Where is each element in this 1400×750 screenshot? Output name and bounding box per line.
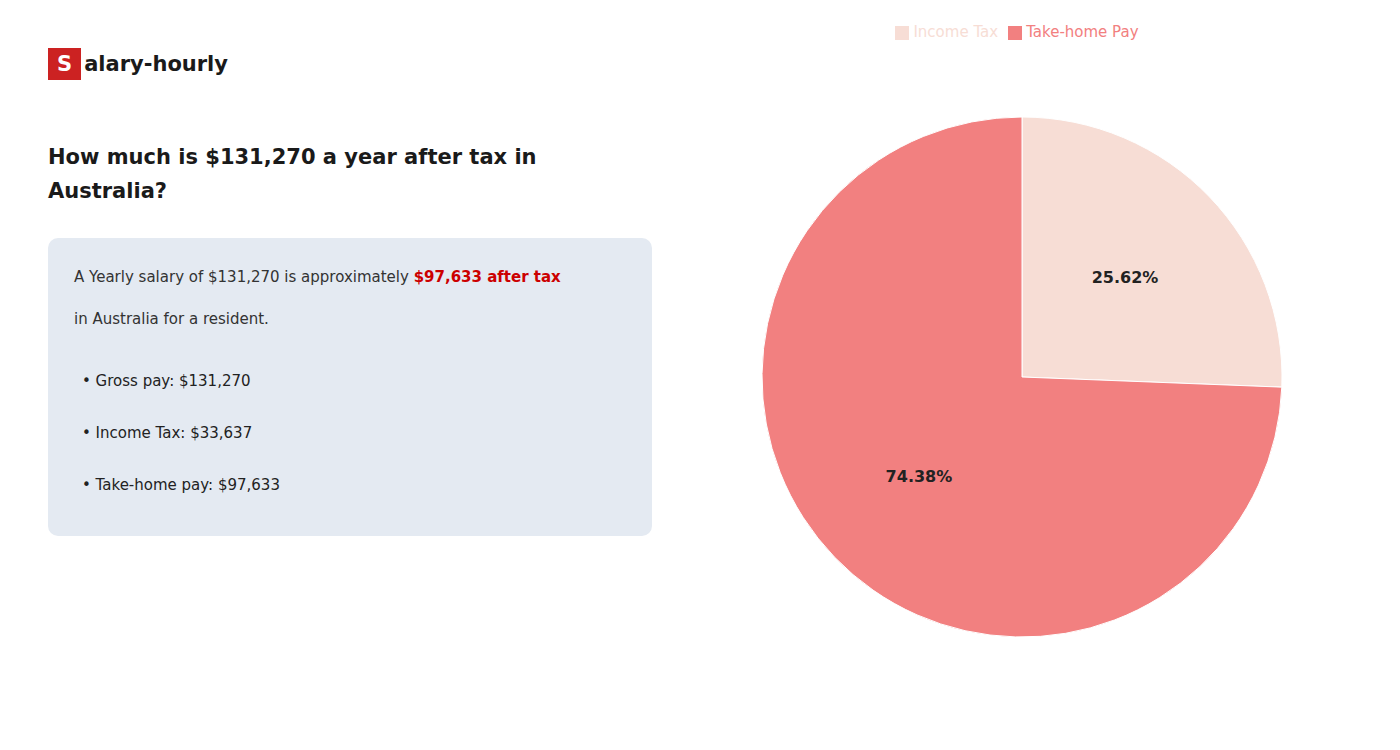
svg-text:25.62%: 25.62% [1092, 268, 1159, 287]
html-text:in Australia for a resident.: in Australia for a resident. [74, 310, 269, 328]
html-text:How much is $131,270 a year af: How much is $131,270 a year after tax in [48, 145, 537, 169]
html-text:• Gross pay: $131,270: • Gross pay: $131,270 [82, 372, 251, 390]
html-text:Income Tax: Income Tax [913, 23, 999, 41]
html-text:A Yearly salary of $131,270 is: A Yearly salary of $131,270 is approxima… [74, 268, 561, 286]
html-text:• Income Tax: $33,637: • Income Tax: $33,637 [82, 424, 253, 442]
html-text:alary-hourly: alary-hourly [84, 52, 228, 76]
html-text:S: S [57, 52, 73, 76]
html-text:• Take-home pay: $97,633: • Take-home pay: $97,633 [82, 476, 280, 494]
html-text:Take-home Pay: Take-home Pay [1026, 23, 1139, 41]
svg-text:74.38%: 74.38% [886, 467, 953, 486]
html-text:Australia?: Australia? [48, 179, 167, 203]
